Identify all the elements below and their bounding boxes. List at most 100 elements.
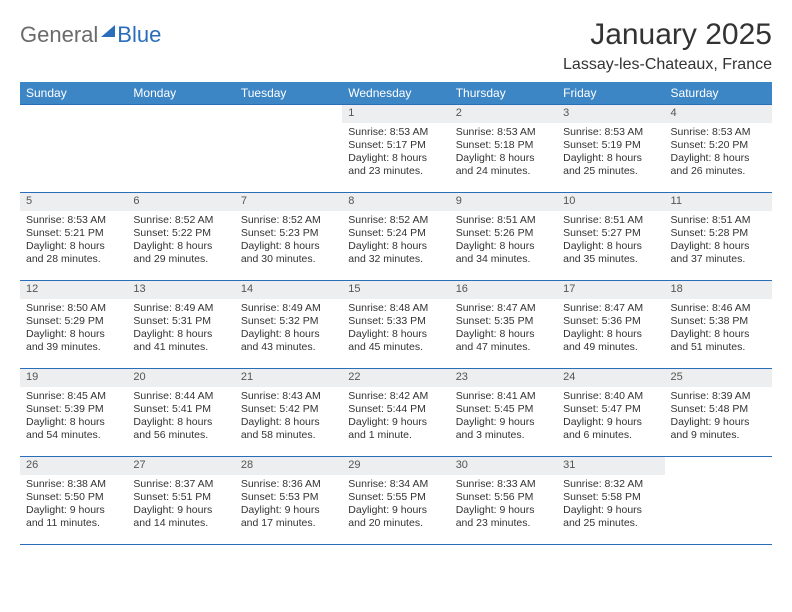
day-details: Sunrise: 8:51 AMSunset: 5:28 PMDaylight:… (665, 211, 772, 271)
calendar-day-cell: 14Sunrise: 8:49 AMSunset: 5:32 PMDayligh… (235, 281, 342, 369)
calendar-day-cell: 25Sunrise: 8:39 AMSunset: 5:48 PMDayligh… (665, 369, 772, 457)
day-details: Sunrise: 8:40 AMSunset: 5:47 PMDaylight:… (557, 387, 664, 447)
calendar-day-cell (127, 105, 234, 193)
daylight-line: Daylight: 8 hours and 32 minutes. (348, 240, 443, 266)
daylight-line: Daylight: 9 hours and 1 minute. (348, 416, 443, 442)
day-number: 4 (665, 105, 772, 123)
calendar-day-cell: 15Sunrise: 8:48 AMSunset: 5:33 PMDayligh… (342, 281, 449, 369)
day-number: 9 (450, 193, 557, 211)
calendar-day-cell: 17Sunrise: 8:47 AMSunset: 5:36 PMDayligh… (557, 281, 664, 369)
daylight-line: Daylight: 9 hours and 20 minutes. (348, 504, 443, 530)
calendar-day-cell: 4 Sunrise: 8:53 AMSunset: 5:20 PMDaylight… (665, 105, 772, 193)
sunrise-line: Sunrise: 8:52 AM (348, 214, 443, 227)
day-number: 24 (557, 369, 664, 387)
logo-triangle-icon (101, 25, 115, 37)
sunrise-line: Sunrise: 8:34 AM (348, 478, 443, 491)
calendar-day-cell: 29Sunrise: 8:34 AMSunset: 5:55 PMDayligh… (342, 457, 449, 545)
sunrise-line: Sunrise: 8:37 AM (133, 478, 228, 491)
sunset-line: Sunset: 5:26 PM (456, 227, 551, 240)
daylight-line: Daylight: 8 hours and 25 minutes. (563, 152, 658, 178)
day-details: Sunrise: 8:36 AMSunset: 5:53 PMDaylight:… (235, 475, 342, 535)
sunset-line: Sunset: 5:47 PM (563, 403, 658, 416)
day-number: 27 (127, 457, 234, 475)
calendar-head: SundayMondayTuesdayWednesdayThursdayFrid… (20, 82, 772, 105)
calendar-day-cell: 7Sunrise: 8:52 AMSunset: 5:23 PMDaylight… (235, 193, 342, 281)
day-details: Sunrise: 8:53 AMSunset: 5:17 PMDaylight:… (342, 123, 449, 183)
sunset-line: Sunset: 5:33 PM (348, 315, 443, 328)
day-details: Sunrise: 8:51 AMSunset: 5:27 PMDaylight:… (557, 211, 664, 271)
sunset-line: Sunset: 5:48 PM (671, 403, 766, 416)
sunrise-line: Sunrise: 8:45 AM (26, 390, 121, 403)
day-details: Sunrise: 8:49 AMSunset: 5:32 PMDaylight:… (235, 299, 342, 359)
day-number: 31 (557, 457, 664, 475)
day-number: 13 (127, 281, 234, 299)
calendar-week-row: 12Sunrise: 8:50 AMSunset: 5:29 PMDayligh… (20, 281, 772, 369)
sunrise-line: Sunrise: 8:52 AM (241, 214, 336, 227)
day-number: 8 (342, 193, 449, 211)
daylight-line: Daylight: 8 hours and 26 minutes. (671, 152, 766, 178)
sunrise-line: Sunrise: 8:44 AM (133, 390, 228, 403)
calendar-week-row: 5Sunrise: 8:53 AMSunset: 5:21 PMDaylight… (20, 193, 772, 281)
calendar-day-cell: 28Sunrise: 8:36 AMSunset: 5:53 PMDayligh… (235, 457, 342, 545)
day-details: Sunrise: 8:51 AMSunset: 5:26 PMDaylight:… (450, 211, 557, 271)
day-details: Sunrise: 8:52 AMSunset: 5:24 PMDaylight:… (342, 211, 449, 271)
sunset-line: Sunset: 5:29 PM (26, 315, 121, 328)
calendar-body: 1Sunrise: 8:53 AMSunset: 5:17 PMDaylight… (20, 105, 772, 545)
daylight-line: Daylight: 8 hours and 30 minutes. (241, 240, 336, 266)
daylight-line: Daylight: 8 hours and 35 minutes. (563, 240, 658, 266)
calendar-day-cell: 13Sunrise: 8:49 AMSunset: 5:31 PMDayligh… (127, 281, 234, 369)
day-number: 3 (557, 105, 664, 123)
sunset-line: Sunset: 5:35 PM (456, 315, 551, 328)
day-number: 25 (665, 369, 772, 387)
sunrise-line: Sunrise: 8:42 AM (348, 390, 443, 403)
day-number: 17 (557, 281, 664, 299)
sunrise-line: Sunrise: 8:46 AM (671, 302, 766, 315)
sunset-line: Sunset: 5:31 PM (133, 315, 228, 328)
daylight-line: Daylight: 9 hours and 6 minutes. (563, 416, 658, 442)
day-details: Sunrise: 8:50 AMSunset: 5:29 PMDaylight:… (20, 299, 127, 359)
daylight-line: Daylight: 8 hours and 28 minutes. (26, 240, 121, 266)
sunset-line: Sunset: 5:39 PM (26, 403, 121, 416)
day-details: Sunrise: 8:38 AMSunset: 5:50 PMDaylight:… (20, 475, 127, 535)
daylight-line: Daylight: 8 hours and 45 minutes. (348, 328, 443, 354)
logo-word-1: General (20, 22, 98, 48)
sunset-line: Sunset: 5:56 PM (456, 491, 551, 504)
day-number: 30 (450, 457, 557, 475)
sunrise-line: Sunrise: 8:43 AM (241, 390, 336, 403)
day-header: Thursday (450, 82, 557, 105)
day-header: Wednesday (342, 82, 449, 105)
daylight-line: Daylight: 9 hours and 3 minutes. (456, 416, 551, 442)
day-number: 22 (342, 369, 449, 387)
sunset-line: Sunset: 5:55 PM (348, 491, 443, 504)
daylight-line: Daylight: 9 hours and 14 minutes. (133, 504, 228, 530)
daylight-line: Daylight: 8 hours and 54 minutes. (26, 416, 121, 442)
sunrise-line: Sunrise: 8:36 AM (241, 478, 336, 491)
sunset-line: Sunset: 5:20 PM (671, 139, 766, 152)
day-header: Monday (127, 82, 234, 105)
day-details: Sunrise: 8:47 AMSunset: 5:36 PMDaylight:… (557, 299, 664, 359)
daylight-line: Daylight: 9 hours and 11 minutes. (26, 504, 121, 530)
daylight-line: Daylight: 8 hours and 39 minutes. (26, 328, 121, 354)
day-details: Sunrise: 8:47 AMSunset: 5:35 PMDaylight:… (450, 299, 557, 359)
calendar-day-cell: 11Sunrise: 8:51 AMSunset: 5:28 PMDayligh… (665, 193, 772, 281)
daylight-line: Daylight: 8 hours and 23 minutes. (348, 152, 443, 178)
month-title: January 2025 (563, 18, 772, 52)
day-details: Sunrise: 8:48 AMSunset: 5:33 PMDaylight:… (342, 299, 449, 359)
day-number: 16 (450, 281, 557, 299)
day-number: 19 (20, 369, 127, 387)
sunrise-line: Sunrise: 8:53 AM (26, 214, 121, 227)
calendar-table: SundayMondayTuesdayWednesdayThursdayFrid… (20, 82, 772, 545)
day-details: Sunrise: 8:45 AMSunset: 5:39 PMDaylight:… (20, 387, 127, 447)
day-details: Sunrise: 8:33 AMSunset: 5:56 PMDaylight:… (450, 475, 557, 535)
daylight-line: Daylight: 8 hours and 43 minutes. (241, 328, 336, 354)
day-number: 6 (127, 193, 234, 211)
day-number: 11 (665, 193, 772, 211)
sunset-line: Sunset: 5:18 PM (456, 139, 551, 152)
sunrise-line: Sunrise: 8:53 AM (671, 126, 766, 139)
daylight-line: Daylight: 8 hours and 58 minutes. (241, 416, 336, 442)
calendar-day-cell: 22Sunrise: 8:42 AMSunset: 5:44 PMDayligh… (342, 369, 449, 457)
sunset-line: Sunset: 5:45 PM (456, 403, 551, 416)
day-number: 28 (235, 457, 342, 475)
sunrise-line: Sunrise: 8:52 AM (133, 214, 228, 227)
day-details: Sunrise: 8:52 AMSunset: 5:23 PMDaylight:… (235, 211, 342, 271)
